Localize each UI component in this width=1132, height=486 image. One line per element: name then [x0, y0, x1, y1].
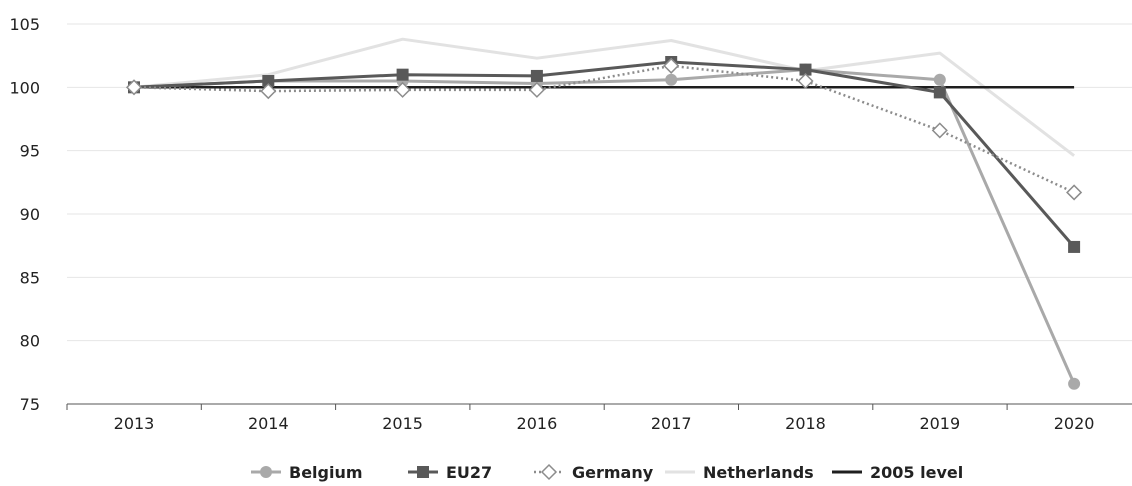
series-line-eu27	[133, 60, 1076, 248]
series-netherlands	[133, 37, 1076, 157]
series-line-netherlands	[133, 37, 1076, 157]
series-line-germany	[133, 64, 1075, 194]
x-tick-label: 2014	[248, 414, 289, 433]
x-tick-label: 2016	[517, 414, 558, 433]
y-tick-label: 80	[20, 332, 40, 351]
x-tick-label: 2015	[382, 414, 423, 433]
legend-marker-belgium	[260, 466, 272, 478]
legend-marker-eu27	[417, 466, 429, 478]
point-belgium-2019	[933, 73, 946, 86]
y-tick-label: 85	[20, 268, 40, 287]
legend-item-2005-level: 2005 level	[832, 463, 963, 482]
legend-item-netherlands: Netherlands	[665, 463, 814, 482]
point-eu27-2020	[1068, 240, 1081, 253]
point-eu27-2018	[799, 63, 812, 76]
series-germany	[125, 57, 1083, 201]
point-germany-2017	[663, 57, 680, 74]
x-tick-label: 2013	[114, 414, 155, 433]
point-eu27-2016	[530, 69, 543, 82]
x-tick-label: 2019	[919, 414, 960, 433]
point-germany-2020	[1066, 184, 1083, 201]
series-group	[125, 37, 1083, 390]
legend: Belgium EU27 Germany Netherlands 2005 level	[251, 463, 963, 482]
legend-label-germany: Germany	[572, 463, 654, 482]
point-germany-2019	[931, 122, 948, 139]
gridlines	[67, 23, 1132, 342]
point-germany-2014	[260, 83, 277, 100]
point-germany-2018	[797, 72, 814, 90]
legend-item-eu27: EU27	[408, 463, 492, 482]
legend-label-eu27: EU27	[446, 463, 492, 482]
legend-item-germany: Germany	[534, 463, 654, 482]
legend-label-2005-level: 2005 level	[870, 463, 963, 482]
axes: 75 80 85 90 95 100 105 2013 2014 2015 2016 2017 2018…	[9, 15, 1132, 433]
point-belgium-2017	[665, 73, 678, 86]
point-eu27-2015	[396, 68, 409, 81]
point-germany-2016	[528, 81, 545, 98]
x-tick-label: 2018	[785, 414, 826, 433]
legend-item-belgium: Belgium	[251, 463, 363, 482]
point-germany-2013	[125, 79, 143, 96]
point-germany-2015	[394, 81, 411, 98]
series-line-belgium	[133, 68, 1076, 385]
y-tick-label: 75	[20, 395, 40, 414]
legend-label-netherlands: Netherlands	[703, 463, 814, 482]
legend-marker-germany	[540, 463, 558, 481]
point-eu27-2019	[933, 86, 946, 99]
point-eu27-2014	[262, 75, 275, 87]
y-tick-label: 90	[20, 205, 40, 224]
y-tick-label: 100	[9, 78, 40, 97]
series-eu27	[128, 56, 1081, 253]
legend-label-belgium: Belgium	[289, 463, 363, 482]
y-tick-label: 105	[9, 15, 40, 34]
y-tick-label: 95	[20, 142, 40, 161]
x-tick-label: 2017	[651, 414, 692, 433]
x-tick-label: 2020	[1054, 414, 1095, 433]
point-belgium-2020	[1068, 377, 1081, 390]
